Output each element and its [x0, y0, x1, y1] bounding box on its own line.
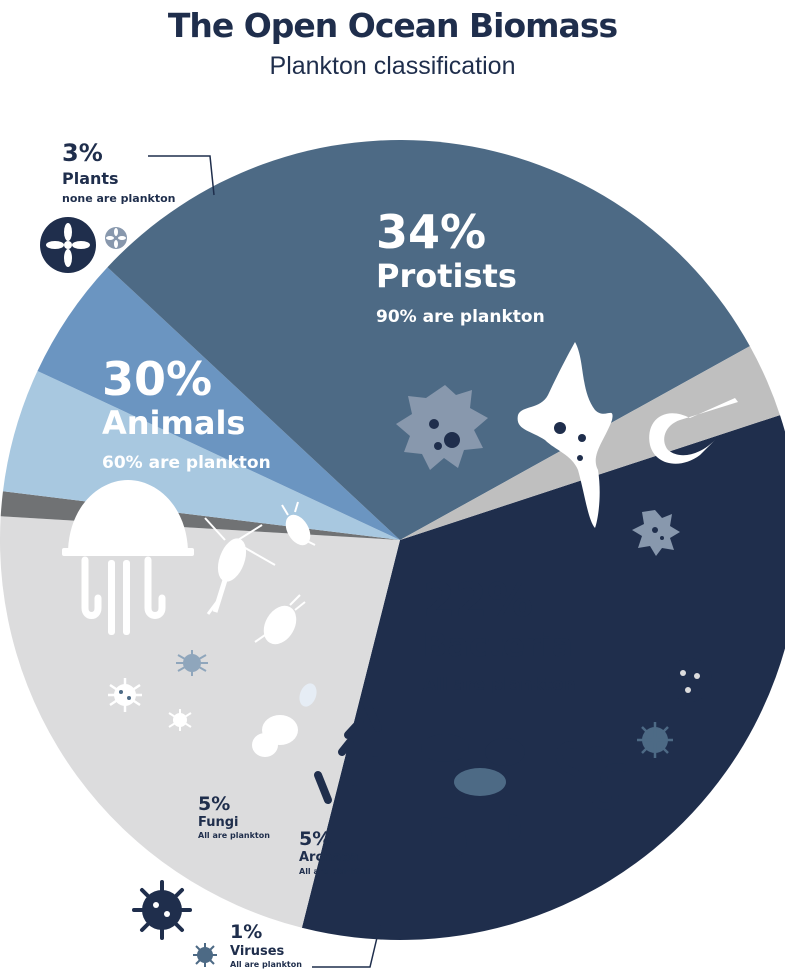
fungi-percent: 5%	[198, 793, 230, 815]
plants-name: Plants	[62, 169, 119, 188]
amoeba-icon	[396, 385, 488, 470]
tiny-mite-icon	[168, 709, 192, 731]
radiolarian-icon	[649, 398, 738, 464]
pie-slice-bacteria	[0, 516, 400, 928]
spirochete-icon	[555, 741, 629, 810]
bacteria-note: All are plankton	[423, 675, 576, 695]
plant-diatom-icon	[40, 217, 96, 273]
viruses-percent: 1%	[230, 921, 262, 943]
yeast-cell-icon	[252, 683, 317, 757]
small-virus-icon	[637, 722, 673, 758]
protists-note: 90% are plankton	[376, 307, 545, 327]
virus-outside-icon	[132, 880, 192, 940]
small-virus-outside-icon	[193, 943, 217, 967]
bacteria-name: Bacteria	[423, 626, 573, 664]
animals-name: Animals	[102, 404, 245, 442]
viruses-leader-line	[312, 924, 381, 968]
bacteria-percent: 22%	[423, 573, 533, 627]
rod-archaea-icon	[314, 696, 382, 804]
viruses-name: Viruses	[230, 944, 285, 959]
animals-percent: 30%	[102, 352, 212, 406]
archaea-note: All are plankton	[299, 867, 371, 876]
small-mite-icon	[176, 650, 208, 676]
copepod-icon	[204, 517, 276, 615]
animals-note: 60% are plankton	[102, 453, 271, 473]
small-amoeba-icon	[632, 510, 680, 556]
small-plant-diatom-icon	[105, 227, 127, 249]
fungi-name: Fungi	[198, 815, 239, 830]
archaea-percent: 5%	[299, 828, 331, 850]
fungi-note: All are plankton	[198, 831, 270, 840]
isopod-icon	[254, 594, 306, 645]
protists-name: Protists	[376, 257, 517, 295]
viruses-note: All are plankton	[230, 960, 302, 969]
virus-icon	[660, 650, 720, 710]
archaea-name: Archaea	[299, 850, 359, 865]
plants-note: none are plankton	[62, 192, 176, 205]
pie-slice-animals	[107, 140, 750, 540]
larva-icon	[281, 501, 316, 546]
pie-slice-fungi	[37, 267, 400, 540]
bacterium-icon	[421, 734, 525, 857]
plants-leader-line	[148, 155, 215, 196]
chart-title: The Open Ocean Biomass	[167, 6, 618, 45]
mite-icon	[108, 678, 142, 712]
plants-percent: 3%	[62, 139, 103, 167]
chart-subtitle: Plankton classification	[269, 52, 516, 80]
protists-percent: 34%	[376, 205, 486, 259]
amoeba-large-icon	[517, 342, 613, 528]
jellyfish-icon	[62, 480, 194, 635]
